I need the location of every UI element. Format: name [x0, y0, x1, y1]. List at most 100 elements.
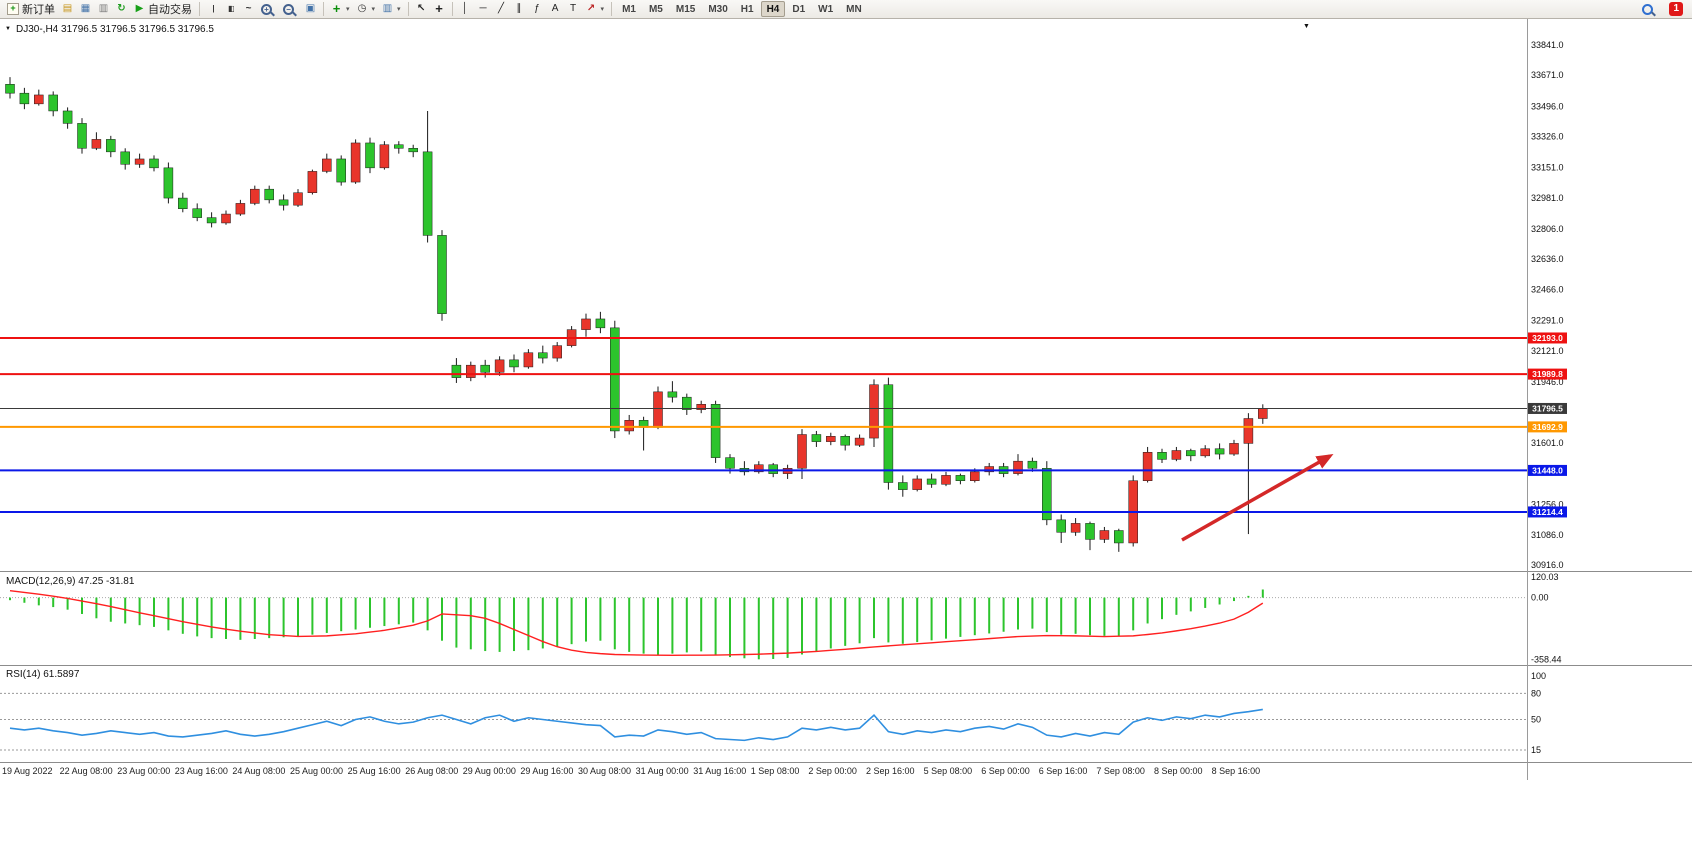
time-axis-label: 2 Sep 16:00: [866, 766, 915, 776]
search-icon[interactable]: [1642, 3, 1654, 15]
candle: [34, 94, 44, 105]
candle: [1027, 460, 1038, 469]
timeframe-h1-button[interactable]: H1: [740, 4, 754, 15]
notification-badge[interactable]: 1: [1669, 2, 1683, 16]
candle: [1157, 452, 1167, 460]
trendline-button[interactable]: ╱: [493, 1, 510, 18]
rsi-panel-canvas[interactable]: 100 80 50 15: [0, 666, 1692, 762]
fibonacci-button[interactable]: ƒ: [529, 1, 546, 18]
timeframe-w1-button[interactable]: W1: [818, 4, 834, 15]
text-button[interactable]: A: [547, 1, 564, 18]
timeframe-m15-button[interactable]: M15: [675, 4, 696, 15]
price-axis-label: 32466.0: [1531, 284, 1564, 294]
bar-chart-button[interactable]: |||: [204, 1, 221, 18]
timeframe-m5-button[interactable]: M5: [648, 4, 663, 15]
time-axis-label: 8 Sep 16:00: [1211, 766, 1261, 776]
candle: [422, 151, 433, 236]
templates-button[interactable]: ▥ ▾: [379, 1, 404, 18]
hline-button[interactable]: ─: [475, 1, 492, 18]
timeframe-h4-button[interactable]: H4: [760, 1, 786, 17]
tile-windows-icon: ▣: [305, 3, 316, 14]
line-chart-button[interactable]: ~: [240, 1, 257, 18]
candle: [134, 158, 145, 165]
candle: [595, 318, 606, 329]
navigator-button[interactable]: ▥: [95, 1, 112, 18]
zoom-in-button[interactable]: +: [258, 1, 279, 18]
price-axis-label: 31946.0: [1531, 377, 1564, 387]
rsi-axis-label: 80: [1531, 688, 1541, 698]
candle: [264, 188, 274, 201]
candle-chart-button[interactable]: ▮▯: [222, 1, 239, 18]
candle: [1186, 450, 1196, 457]
panel-separator[interactable]: [0, 665, 1692, 666]
panel-separator[interactable]: [0, 571, 1692, 572]
panel-separator: [0, 762, 1692, 763]
timeframe-m1-button[interactable]: M1: [622, 4, 636, 15]
line-chart-icon: ~: [245, 3, 252, 14]
candle: [5, 84, 15, 94]
candle: [278, 199, 289, 206]
indicators-button[interactable]: + ▾: [328, 1, 353, 18]
timeframe-m30-button[interactable]: M30: [708, 4, 728, 15]
zoom-out-button[interactable]: −: [280, 1, 301, 18]
timeframe-d1-button[interactable]: D1: [792, 4, 806, 15]
candle: [1013, 460, 1023, 474]
candle: [163, 167, 174, 199]
time-axis[interactable]: 19 Aug 2022 22 Aug 08:00 23 Aug 00:00 23 Au…: [0, 763, 1692, 780]
profiles-icon: ▤: [62, 3, 73, 14]
candle: [581, 318, 591, 330]
arrows-button[interactable]: ↗ ▾: [583, 1, 608, 18]
vline-button[interactable]: │: [457, 1, 474, 18]
candle: [322, 158, 332, 172]
navigator-icon: ▥: [98, 3, 109, 14]
candle: [149, 158, 159, 169]
refresh-button[interactable]: ↻: [113, 1, 130, 18]
new-order-icon: +: [7, 3, 19, 15]
timeframe-mn-button[interactable]: MN: [846, 4, 862, 15]
collapse-chart-icon[interactable]: ▼: [5, 26, 11, 32]
macd-axis-label: -358.44: [1531, 654, 1562, 664]
symbol-info: DJ30-,H4 31796.5 31796.5 31796.5 31796.5: [16, 24, 214, 35]
label-button[interactable]: T: [565, 1, 582, 18]
candle: [984, 466, 994, 473]
price-axis-label: 33496.0: [1531, 101, 1564, 111]
candle: [523, 352, 534, 368]
candle: [19, 92, 30, 105]
price-level-tag-text: 31796.5: [1532, 403, 1563, 413]
macd-axis-label: 0.00: [1531, 593, 1549, 603]
candle: [379, 144, 390, 169]
candle: [394, 144, 404, 149]
profiles-button[interactable]: ▤: [59, 1, 76, 18]
time-axis-label: 31 Aug 16:00: [693, 766, 747, 776]
candle: [365, 142, 375, 169]
time-axis-label: 8 Sep 00:00: [1154, 766, 1203, 776]
tile-windows-button[interactable]: ▣: [302, 1, 319, 18]
macd-panel-canvas[interactable]: 120.03 0.00 -358.44: [0, 572, 1692, 665]
cursor-button[interactable]: ↖: [413, 1, 430, 18]
main-chart-can­vas[interactable]: 33841.0 33671.0 33496.0 33326.0 33151.0 32981…: [0, 19, 1692, 571]
channel-icon: ∥: [516, 3, 522, 14]
periods-button[interactable]: ◷ ▾: [354, 1, 379, 18]
candle: [538, 352, 548, 359]
autotrading-button-label: 自动交易: [148, 4, 192, 16]
candle: [725, 457, 735, 469]
toolbar-separator: [199, 2, 200, 16]
macd-signal-line: [9, 590, 1264, 657]
candle: [826, 436, 836, 442]
time-axis-label: 23 Aug 00:00: [117, 766, 171, 776]
time-axis-label: 25 Aug 00:00: [290, 766, 344, 776]
price-axis-label: 32636.0: [1531, 254, 1564, 264]
autotrading-button[interactable]: ▶ 自动交易: [131, 1, 195, 18]
chart-shift-icon[interactable]: ▼: [1303, 23, 1310, 30]
template-icon: ▥: [382, 3, 393, 14]
crosshair-button[interactable]: +: [431, 1, 448, 18]
trend-arrow-annotation[interactable]: [1181, 454, 1334, 542]
market-watch-button[interactable]: ▦: [77, 1, 94, 18]
price-level-tag: [1528, 368, 1567, 380]
new-order-button[interactable]: + 新订单: [4, 1, 58, 18]
rsi-axis-label: 15: [1531, 745, 1541, 755]
candle: [1099, 530, 1110, 540]
channel-button[interactable]: ∥: [511, 1, 528, 18]
time-axis-label: 26 Aug 08:00: [405, 766, 459, 776]
bar-chart-icon: |||: [212, 4, 214, 13]
